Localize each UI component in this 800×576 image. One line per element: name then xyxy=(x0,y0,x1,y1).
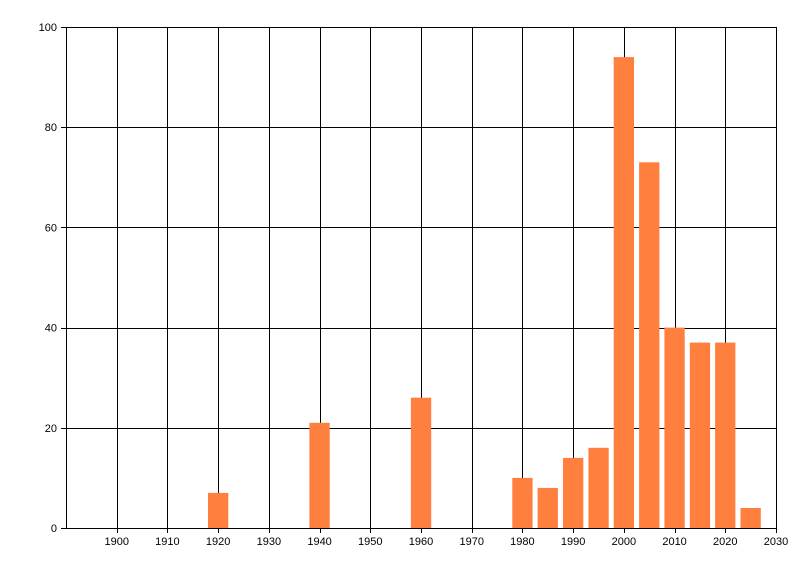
bar xyxy=(512,477,533,528)
x-tick-label: 1980 xyxy=(510,536,534,548)
bar xyxy=(563,457,584,528)
x-tick-label: 1930 xyxy=(257,536,281,548)
x-tick-label: 1910 xyxy=(155,536,179,548)
x-tick-label: 2030 xyxy=(764,536,788,548)
bar xyxy=(208,492,229,528)
x-tick-label: 1940 xyxy=(307,536,331,548)
axes xyxy=(66,27,776,529)
x-tick-labels: 1900 1910 1920 1930 1940 1950 1960 1970 1980 1990… xyxy=(104,536,788,548)
y-tick-label: 20 xyxy=(45,423,57,435)
bar xyxy=(689,342,711,528)
y-tick-label: 40 xyxy=(45,323,57,335)
y-tick-label: 80 xyxy=(45,122,57,134)
x-tick-label: 2010 xyxy=(662,536,686,548)
x-tick-label: 1990 xyxy=(561,536,585,548)
bar xyxy=(588,447,609,528)
bar xyxy=(664,327,685,528)
bar xyxy=(639,162,660,529)
x-tick-label: 1950 xyxy=(358,536,382,548)
x-tick-label: 2020 xyxy=(713,536,737,548)
bar xyxy=(613,57,634,528)
y-tick-label: 100 xyxy=(39,22,57,34)
x-tick-label: 1960 xyxy=(409,536,433,548)
y-tick-label: 60 xyxy=(45,222,57,234)
bar xyxy=(715,342,736,528)
x-tick-label: 2000 xyxy=(612,536,636,548)
bar xyxy=(410,397,432,528)
bar-series xyxy=(208,57,761,529)
x-tick-label: 1900 xyxy=(104,536,128,548)
x-tick-label: 1920 xyxy=(206,536,230,548)
y-tick-label: 0 xyxy=(51,523,57,535)
bar xyxy=(740,508,761,528)
x-tick-label: 1970 xyxy=(459,536,483,548)
bar xyxy=(309,422,330,528)
bar xyxy=(537,487,558,528)
y-tick-labels: 0 20 40 60 80 100 xyxy=(39,22,57,535)
